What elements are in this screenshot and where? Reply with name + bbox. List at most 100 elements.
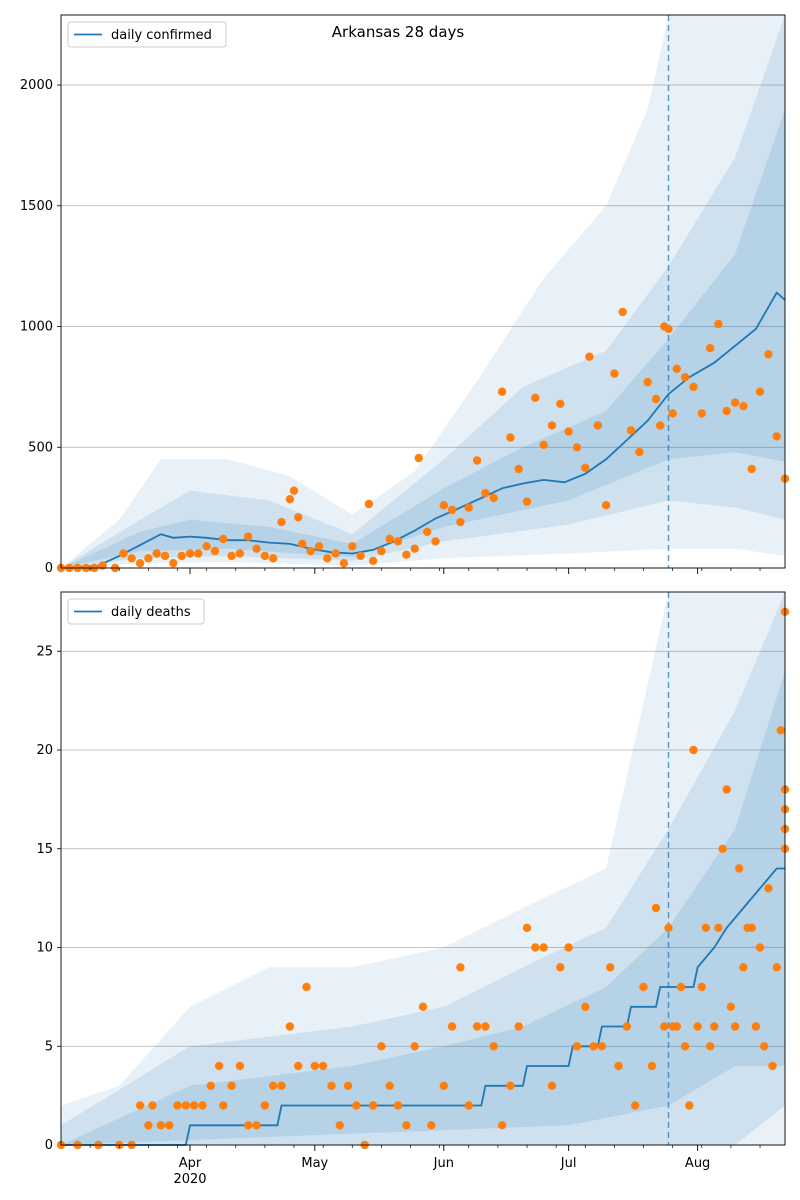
data-point — [314, 542, 324, 551]
data-point — [402, 550, 411, 559]
uncertainty-band-outer — [61, 15, 785, 568]
data-point — [327, 1081, 336, 1091]
data-point — [672, 364, 681, 373]
data-point — [747, 464, 756, 474]
data-point — [631, 1101, 640, 1110]
legend: daily deaths — [67, 598, 205, 625]
data-point — [393, 1101, 403, 1110]
data-point — [464, 1101, 473, 1110]
data-point — [402, 1121, 411, 1130]
x-tick-label: Apr — [179, 1156, 202, 1171]
data-point — [335, 1121, 344, 1130]
data-point — [755, 387, 765, 396]
data-point — [497, 1121, 507, 1130]
data-point — [722, 406, 731, 416]
data-point — [522, 497, 532, 506]
data-point — [556, 399, 565, 408]
data-point — [581, 463, 590, 472]
data-point — [385, 1081, 394, 1091]
y-tick-label: 2000 — [20, 78, 53, 93]
data-point — [169, 559, 178, 568]
data-point — [626, 426, 636, 435]
data-point — [660, 1022, 669, 1031]
data-point — [572, 443, 582, 452]
data-point — [593, 421, 602, 430]
data-point — [710, 1022, 719, 1031]
data-point — [764, 350, 773, 359]
data-point — [260, 551, 270, 561]
y-tick-label: 1000 — [20, 320, 53, 335]
data-point — [668, 409, 677, 418]
data-point — [514, 464, 523, 474]
data-point — [514, 1022, 523, 1031]
confirmed-panel: 0 500 1000 1500 2000 daily confirmed — [20, 14, 790, 576]
legend-label: daily confirmed — [111, 28, 212, 43]
data-point — [393, 537, 403, 546]
data-point — [447, 1022, 457, 1031]
data-point — [618, 307, 627, 317]
data-point — [647, 1061, 657, 1071]
data-point — [755, 943, 765, 952]
data-point — [148, 1101, 157, 1110]
data-point — [481, 488, 490, 498]
data-point — [539, 440, 548, 449]
data-point — [252, 1121, 261, 1130]
data-point — [622, 1022, 632, 1031]
data-point — [735, 864, 744, 873]
data-point — [431, 537, 440, 546]
data-point — [377, 546, 386, 556]
data-point — [730, 398, 740, 407]
data-point — [601, 501, 611, 510]
data-point — [260, 1101, 270, 1110]
data-point — [680, 373, 690, 382]
data-point — [656, 421, 665, 430]
y-tick-label: 0 — [45, 561, 53, 576]
data-point — [198, 1101, 207, 1110]
data-point — [572, 1042, 582, 1051]
data-point — [427, 1121, 436, 1130]
data-point — [531, 393, 540, 402]
data-point — [464, 503, 473, 512]
data-point — [318, 1061, 328, 1071]
data-point — [294, 1061, 303, 1071]
data-point — [285, 495, 295, 504]
data-point — [414, 453, 423, 463]
data-point — [368, 1101, 378, 1110]
data-point — [718, 844, 727, 853]
data-point — [294, 513, 303, 522]
data-point — [385, 534, 394, 544]
data-point — [202, 542, 211, 551]
data-point — [635, 447, 644, 457]
data-point — [244, 532, 253, 541]
data-point — [219, 1101, 228, 1110]
data-point — [173, 1101, 182, 1110]
data-point — [564, 427, 573, 436]
data-point — [364, 499, 374, 509]
data-point — [651, 394, 661, 404]
data-point — [298, 539, 307, 549]
data-point — [506, 1081, 515, 1091]
legend-box — [67, 598, 205, 625]
data-point — [160, 551, 170, 561]
data-point — [156, 1121, 166, 1130]
data-point — [194, 549, 203, 558]
y-tick-label: 15 — [36, 842, 53, 857]
data-point — [664, 923, 673, 932]
data-point — [685, 1101, 694, 1110]
data-point — [310, 1061, 319, 1071]
data-point — [705, 1042, 715, 1051]
data-point — [776, 726, 785, 735]
data-point — [651, 903, 661, 913]
y-tick-label: 20 — [36, 743, 53, 758]
data-point — [289, 486, 299, 495]
legend-box — [67, 21, 227, 48]
data-point — [214, 1061, 224, 1071]
data-point — [269, 1081, 278, 1091]
data-point — [177, 551, 186, 561]
data-point — [747, 923, 756, 932]
data-point — [269, 554, 278, 563]
data-point — [418, 1002, 428, 1011]
data-point — [672, 1022, 681, 1031]
data-point — [522, 923, 532, 932]
